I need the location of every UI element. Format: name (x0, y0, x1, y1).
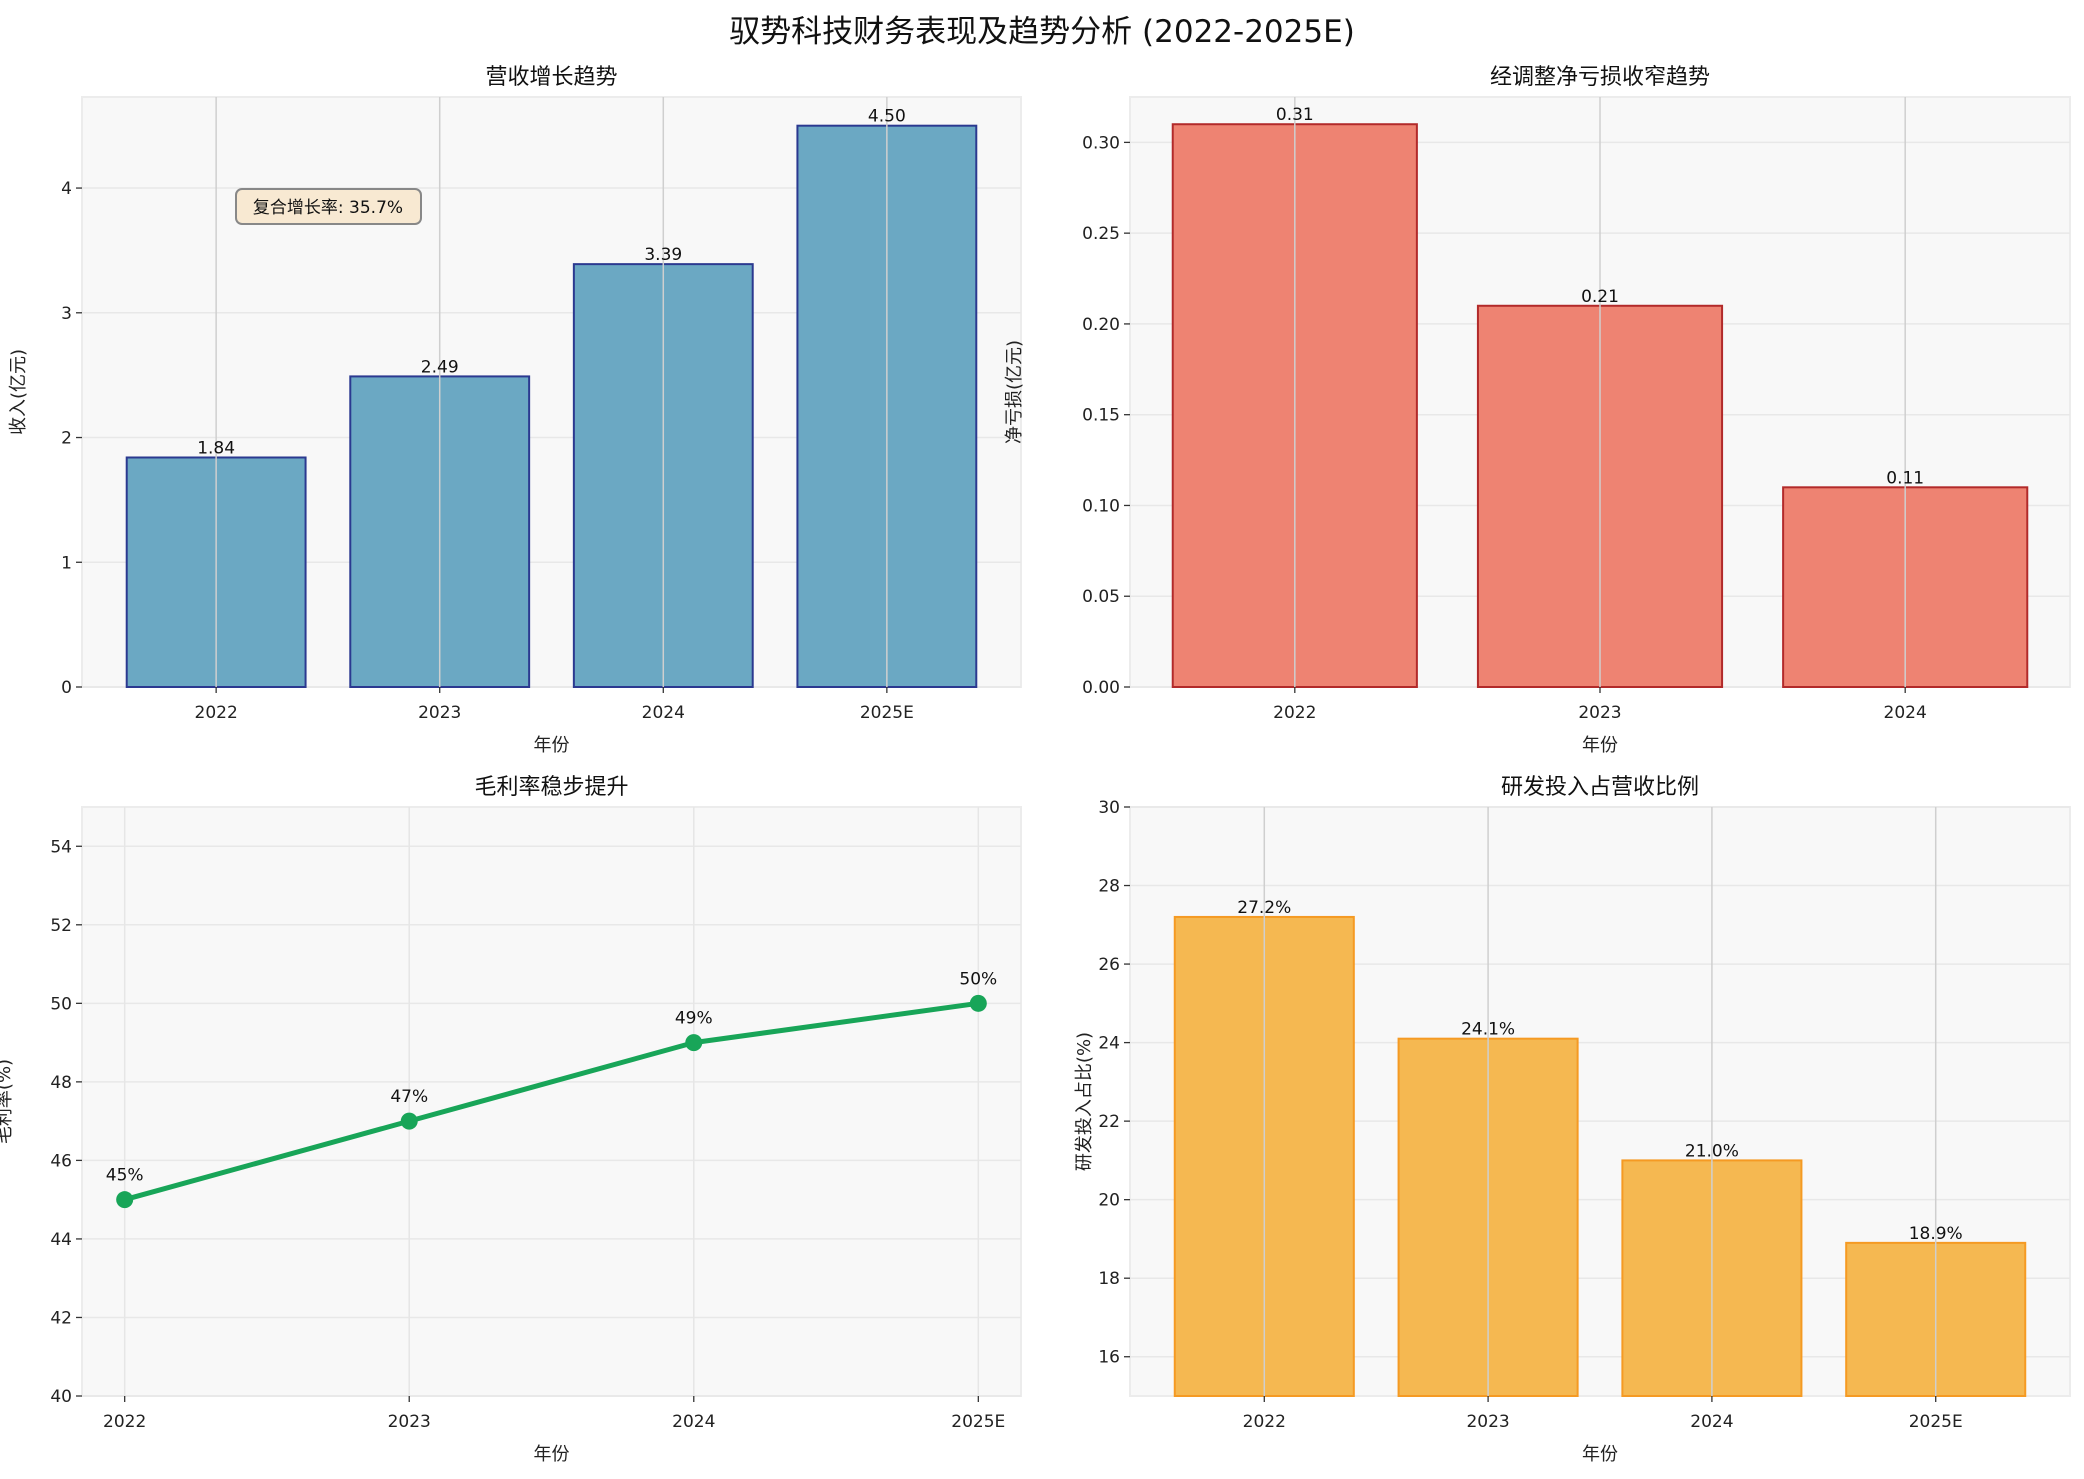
data-label: 0.31 (1276, 105, 1314, 125)
y-tick-label: 0.10 (1082, 496, 1120, 516)
data-label: 45% (106, 1166, 144, 1186)
x-tick-label: 2024 (1690, 1412, 1733, 1432)
x-tick-label: 2024 (672, 1412, 715, 1432)
y-tick-label: 0.15 (1082, 406, 1120, 426)
data-label: 27.2% (1237, 898, 1291, 918)
data-label: 1.84 (197, 438, 235, 458)
y-tick-label: 0.20 (1082, 315, 1120, 335)
y-tick-label: 28 (1098, 877, 1120, 897)
y-axis-label: 收入(亿元) (8, 349, 29, 435)
x-tick-label: 2023 (1578, 703, 1621, 723)
y-tick-label: 30 (1098, 798, 1120, 818)
y-tick-label: 1 (61, 553, 72, 573)
data-label: 24.1% (1461, 1020, 1515, 1040)
y-axis-label: 毛利率(%) (0, 1059, 15, 1144)
y-tick-label: 46 (50, 1151, 72, 1171)
subplot-1: 0 1 2 3 4 2022 2023 2024 2025E 1.84 2.49 3.39 4.50 复合… (8, 65, 1022, 756)
y-tick-label: 16 (1098, 1348, 1120, 1368)
y-tick-label: 20 (1098, 1191, 1120, 1211)
data-label: 0.21 (1581, 287, 1619, 307)
y-tick-label: 50 (50, 994, 72, 1014)
y-tick-label: 42 (50, 1308, 72, 1328)
x-tick-label: 2023 (418, 703, 461, 723)
y-tick-label: 48 (50, 1073, 72, 1093)
y-tick-label: 4 (61, 179, 72, 199)
annotation-box (235, 188, 422, 225)
x-tick-label: 2025E (951, 1412, 1005, 1432)
y-tick-label: 0.00 (1082, 678, 1120, 698)
plot-area (81, 806, 1022, 1397)
data-label: 3.39 (644, 245, 682, 265)
y-tick-label: 40 (50, 1387, 72, 1407)
data-label: 21.0% (1685, 1141, 1739, 1161)
y-tick-label: 52 (50, 916, 72, 936)
data-point-2022 (116, 1191, 134, 1209)
y-tick-label: 2 (61, 429, 72, 449)
subplot-2: 0.00 0.05 0.10 0.15 0.20 0.25 0.30 2022 2023 2024… (1004, 65, 2071, 756)
data-label: 49% (675, 1009, 713, 1029)
y-tick-label: 44 (50, 1230, 72, 1250)
y-tick-label: 18 (1098, 1269, 1120, 1289)
x-axis-label: 年份 (534, 1444, 570, 1465)
y-tick-label: 22 (1098, 1112, 1120, 1132)
y-tick-label: 3 (61, 304, 72, 324)
x-tick-label: 2022 (103, 1412, 146, 1432)
x-tick-label: 2023 (388, 1412, 431, 1432)
x-tick-label: 2022 (1243, 1412, 1286, 1432)
y-tick-label: 26 (1098, 955, 1120, 975)
y-axis-label: 研发投入占比(%) (1074, 1032, 1095, 1171)
data-label: 2.49 (421, 357, 459, 377)
x-tick-label: 2024 (1884, 703, 1927, 723)
data-label: 4.50 (868, 107, 906, 127)
data-point-2023 (400, 1112, 418, 1130)
figure-title: 驭势科技财务表现及趋势分析 (2022-2025E) (729, 14, 1355, 50)
x-tick-label: 2025E (860, 703, 914, 723)
y-tick-label: 24 (1098, 1034, 1120, 1054)
x-tick-label: 2025E (1909, 1412, 1963, 1432)
subplot-title: 研发投入占营收比例 (1501, 775, 1699, 800)
annotation-text: 复合增长率: 35.7% (253, 198, 403, 218)
subplot-title: 营收增长趋势 (485, 65, 617, 90)
x-tick-label: 2022 (1273, 703, 1316, 723)
x-tick-label: 2024 (642, 703, 685, 723)
data-point-2025E (969, 994, 987, 1012)
x-tick-label: 2023 (1466, 1412, 1509, 1432)
y-axis-label: 净亏损(亿元) (1004, 340, 1025, 444)
y-tick-label: 0.05 (1082, 587, 1120, 607)
subplot-title: 毛利率稳步提升 (474, 775, 628, 800)
x-tick-label: 2022 (195, 703, 238, 723)
data-label: 50% (959, 969, 997, 989)
y-tick-label: 0.30 (1082, 133, 1120, 153)
series-line (124, 1000, 979, 1203)
data-point-2024 (685, 1034, 703, 1052)
x-axis-label: 年份 (1582, 735, 1618, 756)
subplot-title: 经调整净亏损收窄趋势 (1490, 65, 1710, 90)
y-tick-label: 54 (50, 837, 72, 857)
x-axis-label: 年份 (534, 735, 570, 756)
x-axis-label: 年份 (1582, 1444, 1618, 1465)
data-label: 0.11 (1886, 468, 1924, 488)
y-tick-label: 0.25 (1082, 224, 1120, 244)
y-tick-label: 0 (61, 678, 72, 698)
subplot-3: 40 42 44 46 48 50 52 54 2022 2023 2024 2025E 45% 47% 4… (0, 775, 1022, 1465)
data-label: 47% (390, 1087, 428, 1107)
data-label: 18.9% (1909, 1224, 1963, 1244)
